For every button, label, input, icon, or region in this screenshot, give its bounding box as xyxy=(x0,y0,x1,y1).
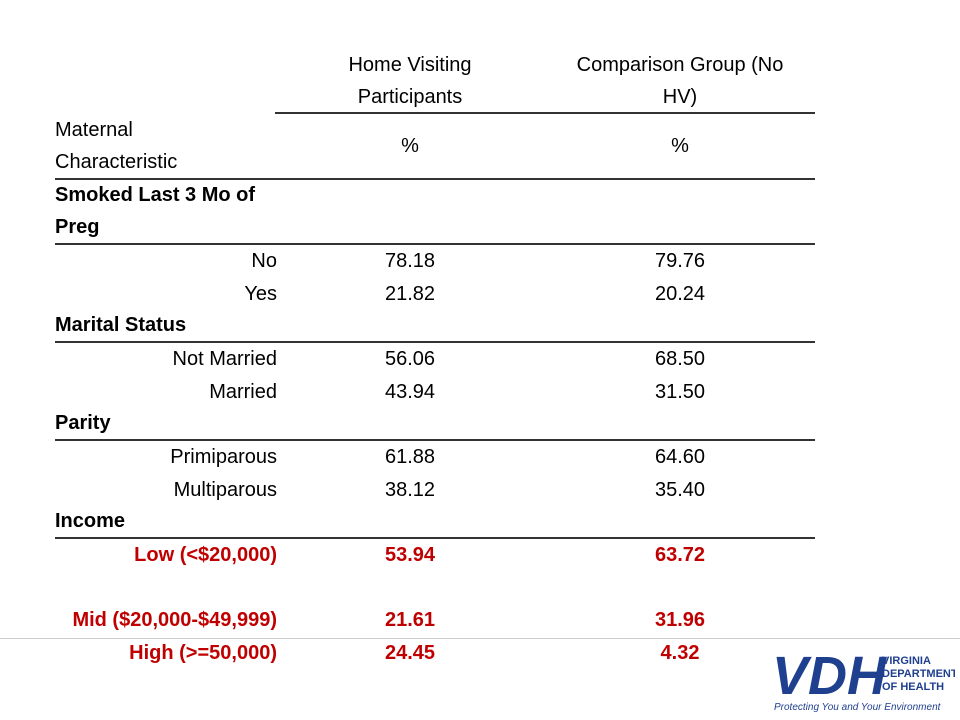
rule xyxy=(55,537,815,539)
section-title: Smoked Last 3 Mo of Preg xyxy=(55,183,256,238)
row-label: Primiparous xyxy=(170,446,277,468)
value: 4.32 xyxy=(660,642,700,664)
logo: VDH VIRGINIA DEPARTMENT OF HEALTH Protec… xyxy=(772,648,955,713)
row-label: Multiparous xyxy=(173,479,277,501)
unit: % xyxy=(671,135,689,157)
row-label: Married xyxy=(209,381,277,403)
value: 24.45 xyxy=(384,642,436,664)
value: 78.18 xyxy=(384,250,436,272)
row-label: Yes xyxy=(244,283,277,305)
logo-tagline: Protecting You and Your Environment xyxy=(774,702,942,713)
row-header: Maternal Characteristic xyxy=(55,119,178,173)
value: 21.82 xyxy=(384,283,436,305)
value: 56.06 xyxy=(384,348,436,370)
row-label: No xyxy=(251,250,277,272)
logo-line: OF HEALTH xyxy=(882,681,944,693)
value: 38.12 xyxy=(384,479,436,501)
row-label: Mid ($20,000-$49,999) xyxy=(72,609,277,631)
rule xyxy=(55,243,815,245)
value: 63.72 xyxy=(654,544,706,566)
value: 21.61 xyxy=(384,609,436,631)
rule xyxy=(55,341,815,343)
value: 35.40 xyxy=(654,479,706,501)
rule xyxy=(55,178,815,180)
row-label: Low (<$20,000) xyxy=(134,544,277,566)
value: 61.88 xyxy=(384,446,436,468)
column-header: Comparison Group (No HV) xyxy=(576,54,784,108)
value: 43.94 xyxy=(384,381,436,403)
section-title: Parity xyxy=(55,412,111,434)
footer-line xyxy=(0,638,960,639)
rule xyxy=(275,112,815,114)
rule xyxy=(55,439,815,441)
logo-line: VIRGINIA xyxy=(882,655,931,667)
unit: % xyxy=(401,135,419,157)
value: 79.76 xyxy=(654,250,706,272)
value: 53.94 xyxy=(384,544,436,566)
section-title: Income xyxy=(55,510,126,532)
value: 31.50 xyxy=(654,381,706,403)
value: 31.96 xyxy=(654,609,706,631)
value: 68.50 xyxy=(654,348,706,370)
value: 64.60 xyxy=(654,446,706,468)
logo-mark: VDH xyxy=(772,648,887,706)
logo-line: DEPARTMENT xyxy=(882,668,955,680)
section-title: Marital Status xyxy=(55,314,187,336)
row-label: Not Married xyxy=(172,348,277,370)
value: 20.24 xyxy=(654,283,706,305)
row-label: High (>=50,000) xyxy=(129,642,277,664)
column-header: Home Visiting Participants xyxy=(348,54,472,108)
